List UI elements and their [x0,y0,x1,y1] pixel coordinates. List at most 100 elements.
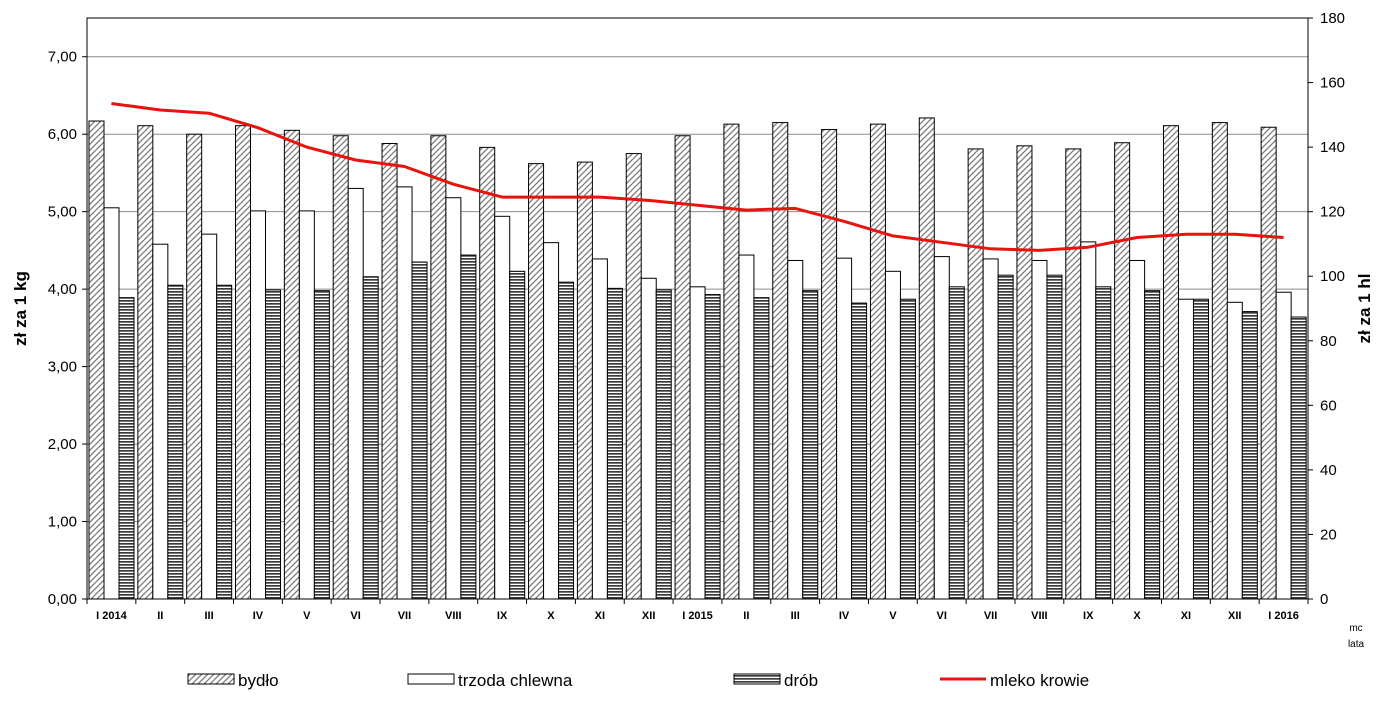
bar-horizontal-stripes [997,274,1014,600]
x-tick-label: I 2014 [96,610,127,622]
bar-horizontal-stripes [655,289,672,600]
bar-diagonal-hatch [186,133,203,600]
bar-diagonal-hatch [88,120,105,600]
left-tick-label: 7,00 [48,49,77,66]
bar-diagonal-hatch [1260,126,1277,600]
bar-horizontal-stripes [1095,286,1112,600]
bar-white [543,242,560,600]
bar-white [347,187,364,600]
bar-diagonal-hatch [1065,148,1082,600]
legend-swatch [187,673,235,685]
bar-horizontal-stripes [1144,290,1161,600]
x-tick-label: VI [350,610,360,622]
bar-diagonal-hatch [1016,145,1033,600]
bar-horizontal-stripes [753,297,770,600]
bar-horizontal-stripes [216,284,233,600]
bar-horizontal-stripes [265,289,282,600]
left-tick-label: 6,00 [48,126,77,143]
right-tick-label: 80 [1320,333,1337,350]
y-axis-title-right: zł za 1 hl [1355,274,1374,344]
right-tick-label: 180 [1320,10,1345,27]
right-tick-label: 120 [1320,204,1345,221]
bar-horizontal-stripes [704,294,721,600]
left-tick-label: 5,00 [48,204,77,221]
milk-line [111,102,1284,252]
bar-diagonal-hatch [137,125,154,600]
bar-diagonal-hatch [528,163,545,600]
bar-horizontal-stripes [509,270,526,600]
x-tick-label: III [205,610,214,622]
x-tick-label: VI [936,610,946,622]
bar-diagonal-hatch [1211,122,1228,600]
bar-white [494,215,511,600]
right-tick-label: 20 [1320,526,1337,543]
bar-horizontal-stripes [1290,316,1307,600]
bar-horizontal-stripes [1192,298,1209,600]
bar-diagonal-hatch [625,153,642,600]
x-tick-label: I 2016 [1268,610,1299,622]
x-tick-label: IX [497,610,508,622]
bar-horizontal-stripes [851,302,868,600]
right-tick-label: 40 [1320,462,1337,479]
x-tick-label: XI [1181,610,1191,622]
bar-diagonal-hatch [772,122,789,600]
bar-diagonal-hatch [283,129,300,600]
bar-white [738,254,755,600]
x-tick-label: VIII [445,610,462,622]
bar-diagonal-hatch [869,123,886,600]
bar-diagonal-hatch [821,129,838,600]
bar-diagonal-hatch [576,161,593,600]
x-tick-label: XII [642,610,655,622]
bar-white [201,233,218,600]
x-tick-label: XI [595,610,605,622]
bar-white [933,256,950,600]
legend-swatch [407,673,455,685]
x-tick-label: V [889,610,897,622]
bar-diagonal-hatch [1114,142,1131,600]
legend-label: bydło [238,671,279,690]
bar-white [591,258,608,600]
x-tick-label: VII [984,610,997,622]
x-tick-label: II [743,610,749,622]
x-tick-label: I 2015 [682,610,713,622]
bar-white [152,243,169,600]
bar-diagonal-hatch [1162,125,1179,600]
bar-white [1226,301,1243,600]
bar-white [836,257,853,600]
bar-white [1031,259,1048,600]
bar-white [298,210,315,600]
bar-white [103,207,120,600]
bar-white [689,286,706,600]
bar-diagonal-hatch [723,123,740,600]
x-axis: I 2014 II III IV V VI VII VIII IX X XI XII I 2015 II I… [86,599,1309,622]
x-tick-label: II [157,610,163,622]
bar-white [982,258,999,600]
line-mleko-krowie [111,102,1284,252]
x-unit-label-year: lata [1348,639,1365,650]
y-axis-title-left: zł za 1 kg [11,271,30,346]
legend-label: drób [784,671,818,690]
bar-horizontal-stripes [899,298,916,600]
bar-white [1080,241,1097,600]
x-tick-label: IV [253,610,264,622]
right-axis: 0 20 40 60 80 100 120 140 160 180 [1308,10,1345,608]
bar-horizontal-stripes [362,276,379,600]
right-tick-label: 60 [1320,397,1337,414]
x-tick-label: VIII [1031,610,1048,622]
x-tick-label: XII [1228,610,1241,622]
legend-label: mleko krowie [990,671,1089,690]
x-unit-label-month: mc [1349,623,1362,634]
x-tick-label: V [303,610,311,622]
bar-diagonal-hatch [235,125,252,600]
x-tick-label: X [547,610,555,622]
bar-white [1275,291,1292,600]
bar-horizontal-stripes [558,281,575,600]
bar-white [884,270,901,600]
left-tick-label: 4,00 [48,281,77,298]
x-tick-label: III [791,610,800,622]
bar-white [787,259,804,600]
right-tick-label: 140 [1320,139,1345,156]
bar-white [396,186,413,600]
x-tick-label: VII [398,610,411,622]
